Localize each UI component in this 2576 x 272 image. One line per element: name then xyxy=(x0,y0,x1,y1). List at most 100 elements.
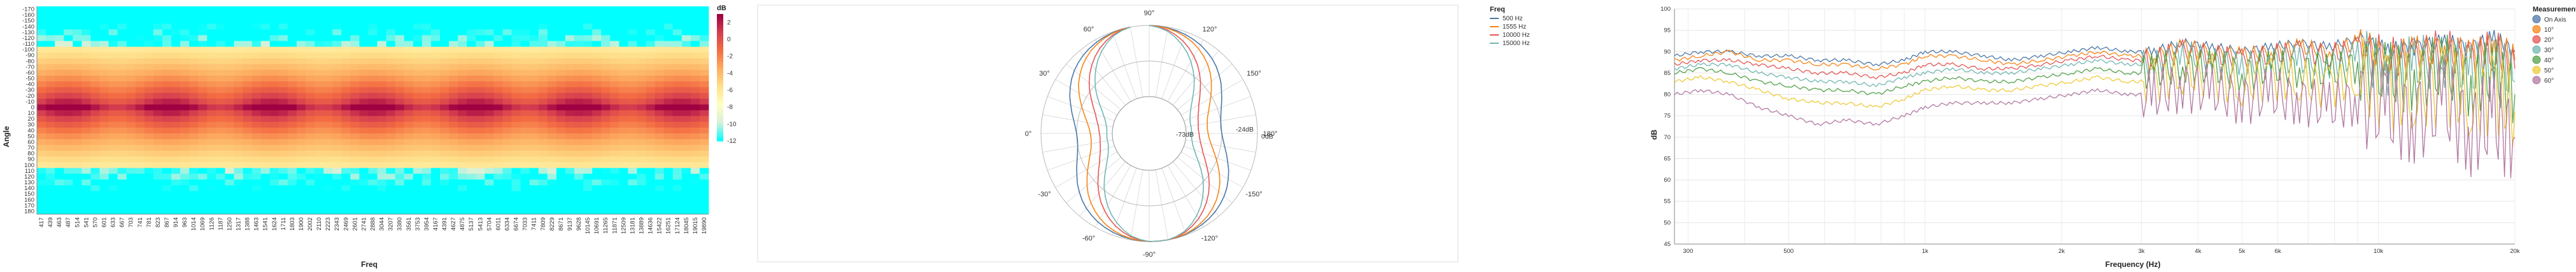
heatmap-cell xyxy=(655,64,665,71)
heatmap-cell xyxy=(547,121,557,128)
heatmap-cell xyxy=(646,127,655,134)
heatmap-cell xyxy=(619,18,628,24)
heatmap-cell xyxy=(64,69,73,76)
heatmap-cell xyxy=(628,52,637,59)
heatmap-cell xyxy=(117,202,127,209)
heatmap-cell xyxy=(440,179,449,186)
heatmap-cell xyxy=(46,156,55,163)
heatmap-cell xyxy=(449,18,458,24)
heatmap-cell xyxy=(619,151,628,157)
heatmap-cell xyxy=(117,35,127,41)
polar-inner-circle xyxy=(1112,96,1187,171)
heatmap-cell xyxy=(690,151,700,157)
heatmap-cell xyxy=(296,87,306,93)
heatmap-cell xyxy=(601,133,611,140)
heatmap-cell xyxy=(323,179,333,186)
heatmap-cell xyxy=(135,46,145,53)
heatmap-cell xyxy=(306,81,315,88)
heatmap-cell xyxy=(520,110,530,116)
heatmap-cell xyxy=(189,58,199,65)
heatmap-x-tick-label: 18045 xyxy=(683,217,690,234)
heatmap-cell xyxy=(681,121,691,128)
heatmap-cell xyxy=(162,208,172,215)
heatmap-cell xyxy=(511,18,521,24)
heatmap-cell xyxy=(368,162,378,168)
heatmap-cell xyxy=(485,185,494,192)
heatmap-cell xyxy=(430,6,441,13)
heatmap-cell xyxy=(135,116,145,123)
heatmap-cell xyxy=(251,173,262,180)
heatmap-cell xyxy=(556,196,566,203)
heatmap-cell xyxy=(493,139,503,146)
heatmap-y-tick-label: 120 xyxy=(24,173,34,180)
heatmap-cell xyxy=(646,202,655,209)
heatmap-cell xyxy=(180,99,190,105)
heatmap-cell xyxy=(655,191,665,198)
heatmap-cell xyxy=(225,121,234,128)
heatmap-x-tick-label: 1624 xyxy=(271,217,278,231)
heatmap-cell xyxy=(646,52,655,59)
heatmap-cell xyxy=(81,87,91,93)
heatmap-cell xyxy=(315,35,324,41)
heatmap-cell xyxy=(108,12,118,18)
heatmap-cell xyxy=(287,162,297,168)
heatmap-cell xyxy=(646,173,655,180)
heatmap-cell xyxy=(296,46,306,53)
heatmap-cell xyxy=(180,35,190,41)
heatmap-cell xyxy=(547,133,557,140)
heatmap-legend-swatch xyxy=(717,32,723,34)
heatmap-legend-swatch xyxy=(717,117,723,119)
heatmap-cell xyxy=(655,156,665,163)
heatmap-cell xyxy=(350,35,360,41)
heatmap-cell xyxy=(663,196,674,203)
heatmap-cell xyxy=(153,35,163,41)
heatmap-cell xyxy=(225,87,234,93)
heatmap-cell xyxy=(547,99,557,105)
heatmap-cell xyxy=(359,41,369,47)
heatmap-cell xyxy=(413,133,423,140)
heatmap-cell xyxy=(296,179,306,186)
heatmap-cell xyxy=(520,191,530,198)
heatmap-cell xyxy=(108,93,118,99)
heatmap-y-tick-label: 10 xyxy=(27,110,34,117)
heatmap-y-axis: -170-160-150-140-130-120-110-100-90-80-7… xyxy=(22,6,38,215)
heatmap-cell xyxy=(628,116,637,123)
heatmap-cell xyxy=(413,139,423,146)
heatmap-cell xyxy=(690,81,700,88)
heatmap-cell xyxy=(511,133,521,140)
heatmap-legend-swatch xyxy=(717,94,723,96)
heatmap-cell xyxy=(413,104,423,111)
heatmap-cell xyxy=(565,133,575,140)
heatmap-legend-swatch xyxy=(717,53,723,55)
heatmap-cell xyxy=(672,18,683,24)
heatmap-cell xyxy=(672,41,683,47)
heatmap-cell xyxy=(565,145,575,151)
heatmap-cell xyxy=(458,24,467,30)
heatmap-y-tick-label: -60 xyxy=(25,69,34,76)
heatmap-cell xyxy=(278,29,288,36)
heatmap-cell xyxy=(99,133,109,140)
heatmap-cell xyxy=(672,87,683,93)
heatmap-cell xyxy=(699,139,709,146)
heatmap-cell xyxy=(296,139,306,146)
heatmap-cell xyxy=(287,168,297,174)
heatmap-cell xyxy=(690,69,700,76)
heatmap-cell xyxy=(171,24,181,30)
heatmap-cell xyxy=(583,35,593,41)
heatmap-legend-tick: -8 xyxy=(727,104,733,111)
heatmap-cell xyxy=(395,87,405,93)
heatmap-cell xyxy=(135,196,145,203)
heatmap-cell xyxy=(574,81,584,88)
heatmap-cell xyxy=(395,93,405,99)
heatmap-cell xyxy=(108,41,118,47)
heatmap-cell xyxy=(538,162,548,168)
freq-series-line xyxy=(1674,37,2516,147)
heatmap-cell xyxy=(341,145,351,151)
heatmap-cell xyxy=(592,121,602,128)
heatmap-cell xyxy=(162,191,172,198)
heatmap-cell xyxy=(619,208,628,215)
heatmap-legend-swatch xyxy=(717,47,723,49)
heatmap-cell xyxy=(440,93,449,99)
heatmap-cell xyxy=(574,196,584,203)
freq-x-axis: 300 500 1k 2k 3k 4k 5k 6k 10k 20k xyxy=(1683,248,2519,255)
